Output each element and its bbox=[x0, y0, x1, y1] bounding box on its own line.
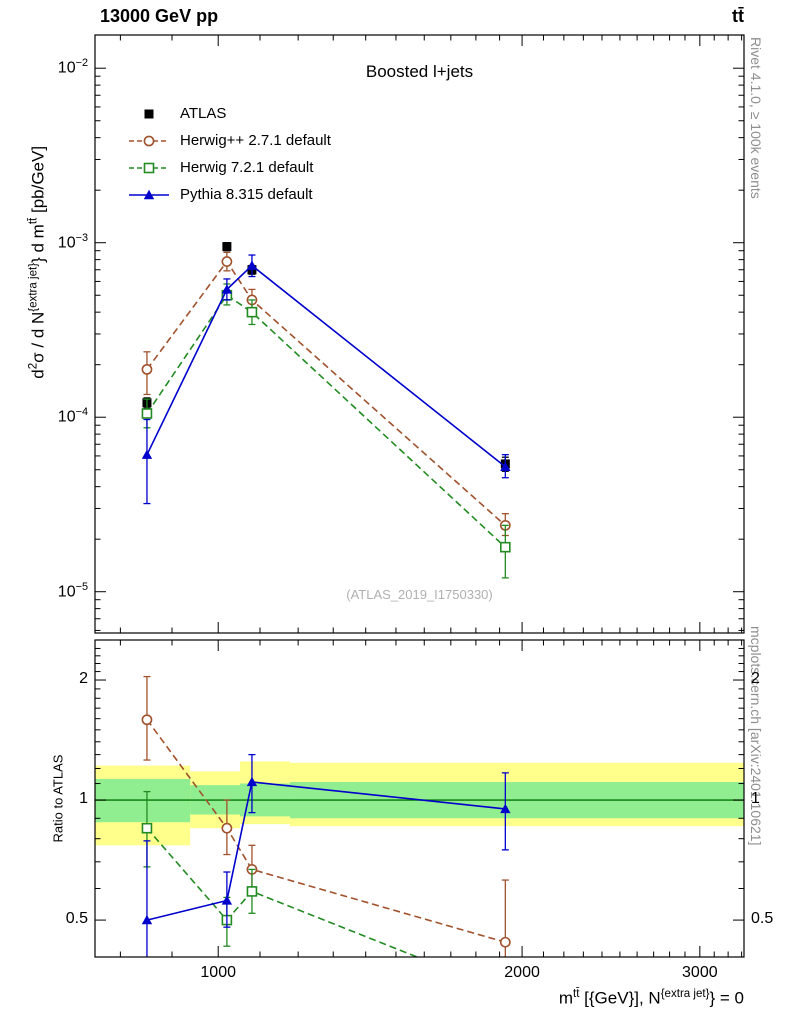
legend-item-herwig-2-7-1-default: Herwig++ 2.7.1 default bbox=[128, 127, 331, 154]
legend-marker-herwig-7-2-1-default-icon bbox=[129, 162, 169, 173]
ratio-y-axis-title: Ratio to ATLAS bbox=[50, 754, 66, 843]
ratio-y-tick-label-left: 0.5 bbox=[65, 910, 88, 928]
ratio-y-tick-label-left: 2 bbox=[79, 670, 88, 688]
main-y-axis-title: d2σ / d N{extra jet}} d mtt̄ [pb/GeV] bbox=[27, 145, 48, 379]
series-herwig-2-7-1-default-ratio bbox=[141, 675, 511, 957]
x-axis-title: mtt̄ [{GeV}], N{extra jet}} = 0 bbox=[558, 988, 744, 1008]
ratio-panel-frame bbox=[94, 639, 745, 958]
ratio-y-tick-label-right: 0.5 bbox=[751, 910, 774, 928]
x-tick-label: 1000 bbox=[200, 964, 236, 981]
axis-ticks bbox=[95, 35, 744, 957]
main-y-tick-label: 10−5 bbox=[57, 580, 88, 601]
ratio-uncertainty-bands bbox=[95, 761, 744, 846]
main-y-tick-label: 10−2 bbox=[57, 57, 88, 77]
legend-marker-atlas-icon bbox=[144, 109, 154, 118]
legend-label: Herwig++ 2.7.1 default bbox=[180, 132, 331, 149]
legend-marker-pythia-8-315-default-icon bbox=[129, 189, 169, 199]
legend-item-herwig-7-2-1-default: Herwig 7.2.1 default bbox=[128, 154, 331, 181]
series-pythia-8-315-default-ratio bbox=[141, 753, 511, 957]
x-tick-label: 3000 bbox=[682, 964, 718, 981]
legend-label: ATLAS bbox=[180, 105, 227, 122]
ratio-y-tick-label-right: 1 bbox=[751, 790, 760, 808]
series-herwig-7-2-1-default-main bbox=[141, 283, 511, 579]
series-atlas-main bbox=[142, 242, 510, 472]
legend-label: Pythia 8.315 default bbox=[180, 186, 313, 203]
series-herwig-2-7-1-default-main bbox=[141, 251, 511, 537]
main-y-tick-label: 10−4 bbox=[57, 406, 88, 426]
main-y-tick-label: 10−3 bbox=[57, 231, 88, 252]
plot-title: Boosted l+jets bbox=[365, 62, 474, 81]
legend-marker-herwig-2-7-1-default-icon bbox=[129, 135, 169, 146]
analysis-id-watermark: (ATLAS_2019_I1750330) bbox=[346, 587, 493, 602]
legend-label: Herwig 7.2.1 default bbox=[180, 159, 314, 176]
legend-item-pythia-8-315-default: Pythia 8.315 default bbox=[128, 181, 331, 208]
x-tick-label: 2000 bbox=[504, 964, 540, 981]
series-pythia-8-315-default-main bbox=[141, 254, 511, 505]
ratio-y-tick-label-right: 2 bbox=[751, 670, 760, 688]
legend: ATLAS Herwig++ 2.7.1 default Herwig 7.2.1 … bbox=[128, 100, 331, 208]
legend-item-atlas: ATLAS bbox=[128, 100, 331, 127]
rivet-version-caption: Rivet 4.1.0, ≥ 100k events bbox=[748, 37, 764, 199]
ratio-y-tick-label-left: 1 bbox=[79, 790, 88, 808]
beam-energy-label: 13000 GeV pp bbox=[100, 6, 219, 26]
mcplots-arxiv-caption: mcplots.cern.ch [arXiv:2401.10621] bbox=[748, 626, 764, 846]
process-label: tt̄ bbox=[732, 6, 744, 26]
